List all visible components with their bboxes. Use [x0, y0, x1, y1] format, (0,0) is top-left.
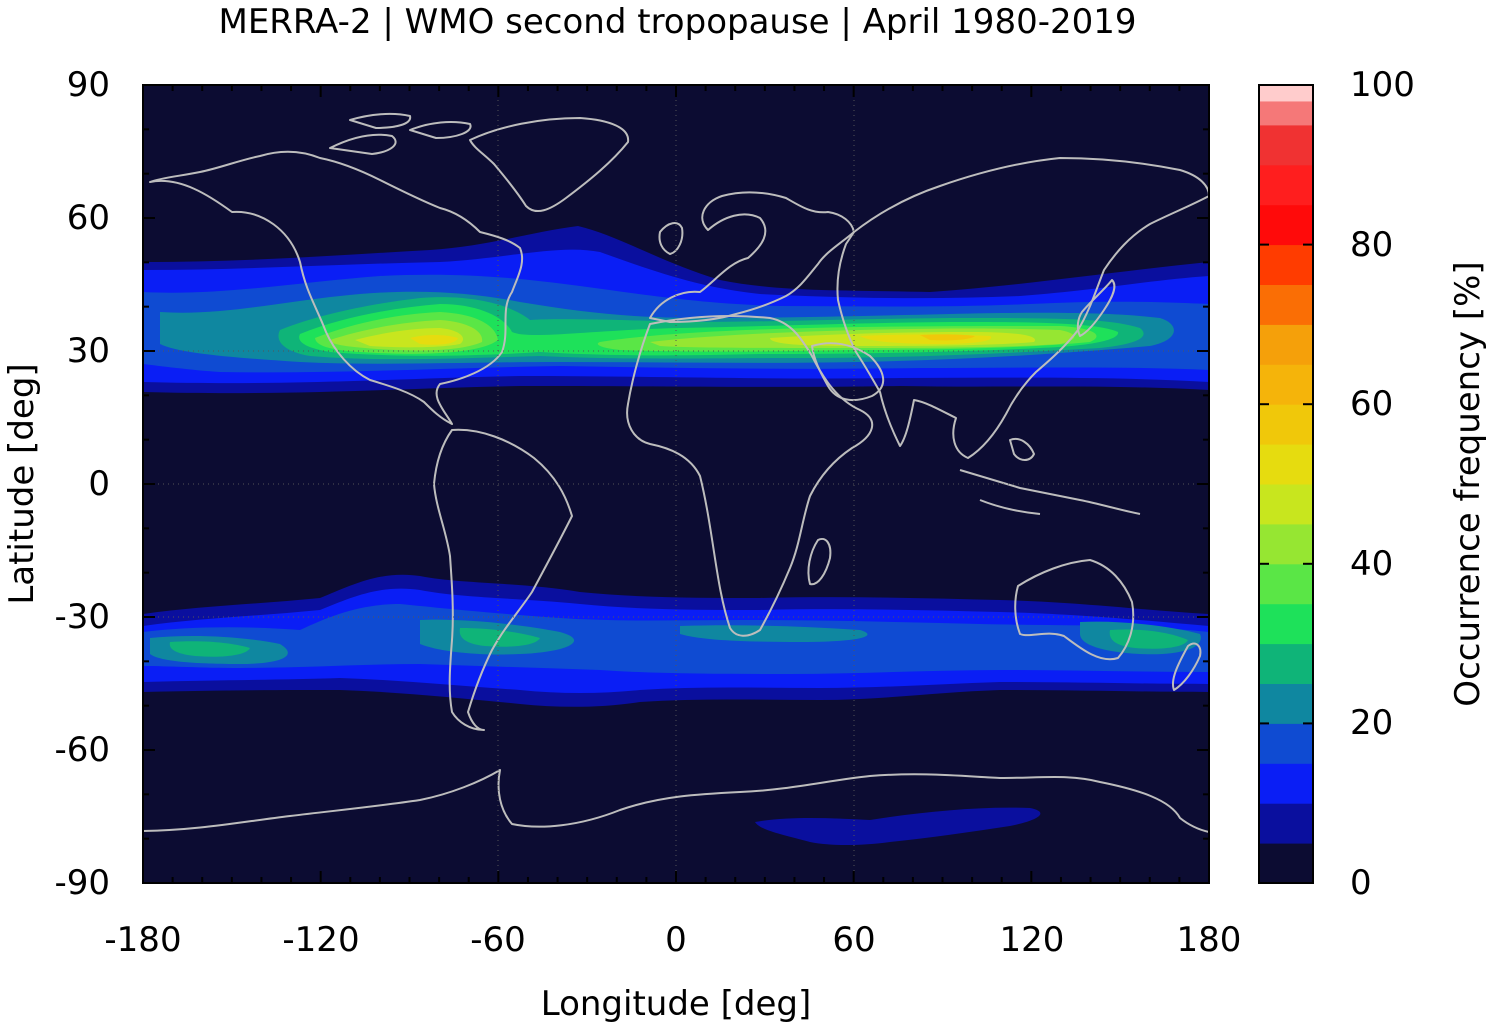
y-tick-label: 0 [88, 464, 110, 504]
x-tick-label: -180 [104, 920, 182, 960]
colorbar-ticks [1259, 84, 1313, 884]
map-background [143, 85, 1209, 883]
colorbar-segment [1259, 364, 1313, 405]
colorbar-tick-label: 40 [1350, 544, 1394, 584]
coast-british-isles [658, 222, 684, 255]
colorbar-segment [1259, 85, 1313, 102]
colorbar-tick-label: 80 [1350, 225, 1394, 265]
antarctic-level-5 [755, 807, 1041, 845]
colorbar-segment [1259, 563, 1313, 605]
colorbar-segment [1259, 803, 1313, 844]
colorbar-segment [1259, 683, 1313, 724]
colorbar-segment [1259, 444, 1313, 485]
south-level-15 [143, 604, 1209, 674]
gridlines [143, 85, 1209, 883]
y-tick-label: -60 [54, 730, 110, 770]
colorbar-label: Occurrence frequency [%] [1448, 261, 1488, 707]
colorbar-segment [1259, 124, 1313, 166]
colorbar-tick-label: 0 [1350, 863, 1372, 903]
south-level-20 [150, 619, 1201, 664]
colorbar-segment [1259, 100, 1313, 126]
coast-madagascar [807, 538, 832, 586]
colorbar-segment [1259, 843, 1313, 884]
x-tick-label: 0 [665, 920, 687, 960]
map-ticks [142, 84, 1210, 884]
colorbar-segment [1259, 643, 1313, 684]
coast-asia [836, 157, 1209, 459]
colorbar-segment [1259, 763, 1313, 804]
colorbar-segment [1259, 324, 1313, 365]
colorbar-frame [1258, 84, 1314, 884]
x-tick-label: -60 [470, 920, 526, 960]
y-tick-label: 30 [66, 331, 110, 371]
coast-africa [626, 315, 874, 637]
coastlines [143, 112, 1209, 833]
colorbar-tick-label: 100 [1350, 65, 1415, 105]
coast-australia [1014, 559, 1135, 661]
coast-arctic-islands [329, 112, 472, 155]
coast-antarctica [143, 769, 1209, 833]
colorbar-segment [1259, 244, 1313, 285]
colorbar-tick-label: 60 [1350, 384, 1394, 424]
colorbar-segment [1259, 723, 1313, 764]
y-tick-label: 60 [66, 198, 110, 238]
colorbar-segment [1259, 404, 1313, 445]
x-tick-label: -120 [282, 920, 360, 960]
y-axis-label: Latitude [deg] [2, 363, 42, 605]
antarctic-band [755, 807, 1041, 845]
coast-indonesia [959, 438, 1141, 515]
band-level-55 [920, 334, 975, 341]
plot-title: MERRA-2 | WMO second tropopause | April … [218, 2, 1137, 42]
x-tick-label: 120 [999, 920, 1065, 960]
y-tick-label: -90 [54, 863, 110, 903]
colorbar [1259, 85, 1313, 884]
y-tick-label: 90 [66, 65, 110, 105]
coast-north-america [149, 150, 524, 425]
y-tick-label: -30 [54, 597, 110, 637]
colorbar-segment [1259, 484, 1313, 525]
colorbar-segment [1259, 284, 1313, 325]
colorbar-segment [1259, 603, 1313, 645]
coast-europe [649, 191, 855, 323]
x-axis-label: Longitude [deg] [540, 984, 812, 1024]
coast-japan [1076, 279, 1116, 337]
coast-new-zealand [1172, 642, 1202, 691]
colorbar-segment [1259, 164, 1313, 206]
coast-south-america [433, 428, 573, 731]
x-tick-label: 60 [832, 920, 876, 960]
colorbar-segment [1259, 204, 1313, 246]
band-level-45 [355, 328, 1036, 348]
x-tick-label: 180 [1176, 920, 1242, 960]
colorbar-segment [1259, 523, 1313, 565]
coast-greenland [469, 117, 630, 213]
colorbar-tick-label: 20 [1350, 703, 1394, 743]
